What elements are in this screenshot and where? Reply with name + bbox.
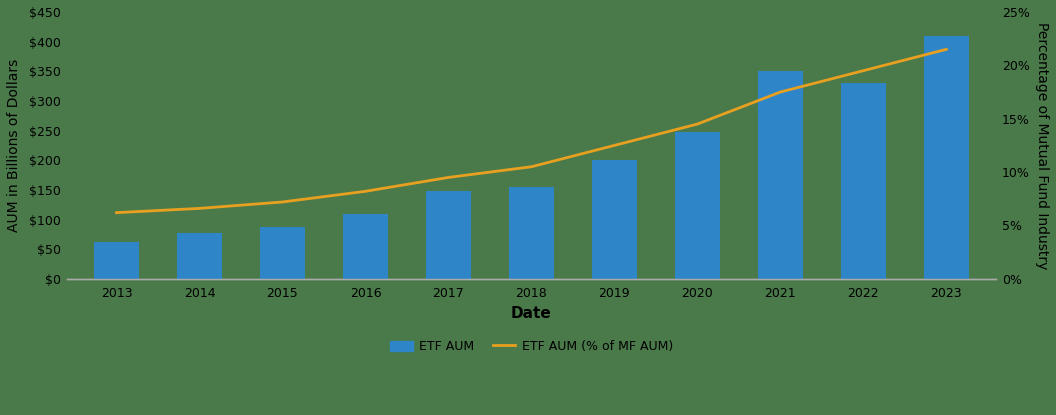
Bar [94,242,139,279]
Bar [176,232,223,279]
Legend: ETF AUM, ETF AUM (% of MF AUM): ETF AUM, ETF AUM (% of MF AUM) [385,335,678,358]
Bar [675,132,720,279]
Bar [591,160,637,279]
ETF AUM (% of MF AUM) [193,206,206,211]
Bar [260,227,305,279]
ETF AUM (% of MF AUM) [774,90,787,95]
Line: ETF AUM (% of MF AUM): ETF AUM (% of MF AUM) [116,49,946,212]
ETF AUM (% of MF AUM) [608,143,621,148]
Bar [757,71,804,279]
ETF AUM (% of MF AUM) [940,47,953,52]
ETF AUM (% of MF AUM) [525,164,538,169]
X-axis label: Date: Date [511,306,552,321]
Bar [342,214,389,279]
ETF AUM (% of MF AUM) [276,200,288,205]
Y-axis label: AUM in Billions of Dollars: AUM in Billions of Dollars [7,59,21,232]
Y-axis label: Percentage of Mutual Fund Industry: Percentage of Mutual Fund Industry [1035,22,1049,269]
Bar [509,187,554,279]
ETF AUM (% of MF AUM) [442,175,455,180]
Bar [426,191,471,279]
ETF AUM (% of MF AUM) [110,210,122,215]
ETF AUM (% of MF AUM) [857,68,870,73]
ETF AUM (% of MF AUM) [691,122,703,127]
Bar [924,36,969,279]
ETF AUM (% of MF AUM) [359,189,372,194]
Bar [841,83,886,279]
